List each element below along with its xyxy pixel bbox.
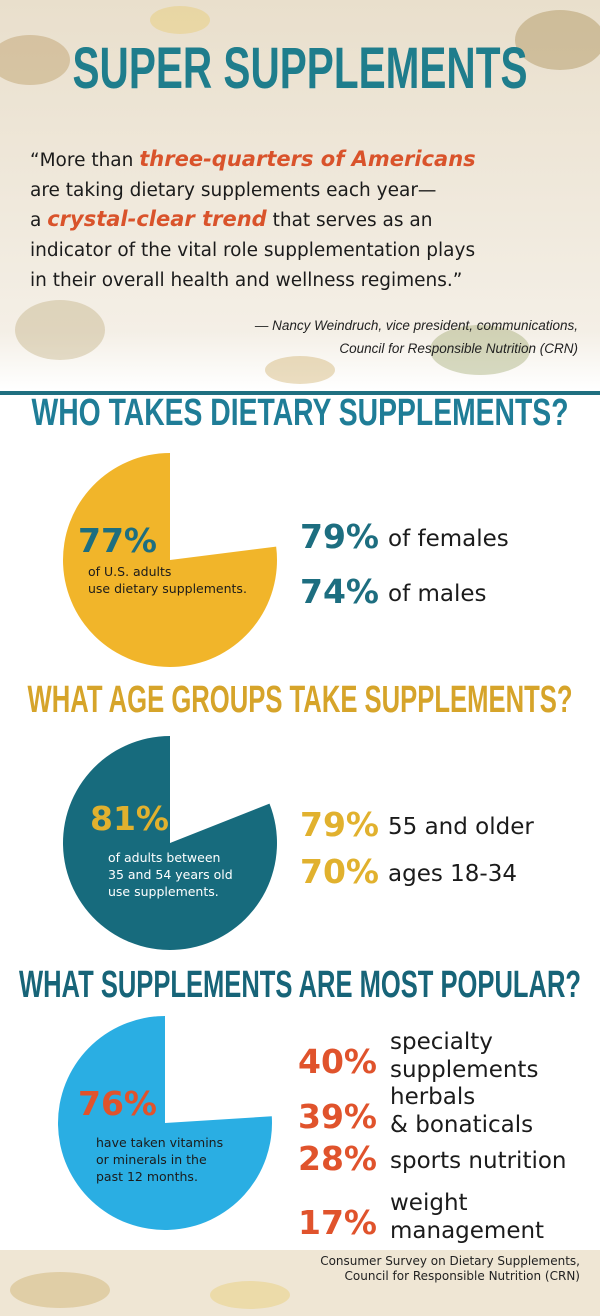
pie-caption: of adults between [108,850,220,865]
title: SUPER SUPPLEMENTS [73,36,528,101]
pie-caption: past 12 months. [96,1169,198,1184]
stat-percent: 28% [298,1139,377,1178]
stat-percent: 17% [298,1203,377,1242]
divider [0,391,600,395]
stat-text: management [390,1218,544,1244]
attribution: — Nancy Weindruch, vice president, commu… [254,318,578,333]
stat-text: of males [388,581,487,607]
quote-highlight: crystal-clear trend [47,207,267,231]
footer-background [0,1250,600,1316]
quote-line: “More than three-quarters of Americans [30,147,476,171]
quote-text: that serves as an [273,210,433,231]
section-heading: WHAT AGE GROUPS TAKE SUPPLEMENTS? [28,679,573,721]
stat-text: weight [390,1190,468,1216]
pie-caption: or minerals in the [96,1152,207,1167]
stat-text: specialty [390,1029,493,1055]
herb-decoration [0,6,600,384]
header-background [0,0,600,390]
stat-percent: 74% [300,572,379,611]
stat-text: supplements [390,1057,538,1083]
section-heading: WHAT SUPPLEMENTS ARE MOST POPULAR? [19,964,581,1006]
quote-text: a [30,210,41,231]
quote-line: a crystal-clear trend that serves as an [30,207,432,231]
pie-percent: 81% [90,799,169,838]
pie-slice [58,1016,273,1230]
footer-decoration [10,1272,290,1309]
source: Consumer Survey on Dietary Supplements, [320,1254,580,1268]
quote-line: are taking dietary supplements each year… [30,180,436,201]
pie-caption: of U.S. adults [88,564,171,579]
pie-percent: 76% [78,1084,157,1123]
pie-caption: 35 and 54 years old [108,867,233,882]
quote-text: “More than [30,150,133,171]
section-heading: WHO TAKES DIETARY SUPPLEMENTS? [32,392,569,434]
stat-percent: 70% [300,852,379,891]
quote-line: indicator of the vital role supplementat… [30,240,475,261]
stat-text: 55 and older [388,814,534,840]
stat-text: sports nutrition [390,1148,567,1174]
pie-percent: 77% [78,521,157,560]
stat-text: ages 18-34 [388,861,517,887]
stat-text: of females [388,526,509,552]
stat-percent: 39% [298,1097,377,1136]
sections: WHO TAKES DIETARY SUPPLEMENTS? 77% of U.S.… [19,392,581,1244]
stat-text: herbals [390,1084,475,1110]
stat-percent: 40% [298,1042,377,1081]
stat-percent: 79% [300,517,379,556]
stat-percent: 79% [300,805,379,844]
source: Council for Responsible Nutrition (CRN) [345,1269,580,1283]
stat-text: & bonaticals [390,1112,533,1138]
pie-slice [63,453,278,668]
quote-line: in their overall health and wellness reg… [30,270,462,291]
pie-caption: use supplements. [108,884,219,899]
pie-caption: use dietary supplements. [88,581,247,596]
attribution: Council for Responsible Nutrition (CRN) [339,341,578,356]
quote-highlight: three-quarters of Americans [139,147,475,171]
pie-caption: have taken vitamins [96,1135,223,1150]
pie-slice [62,736,277,950]
